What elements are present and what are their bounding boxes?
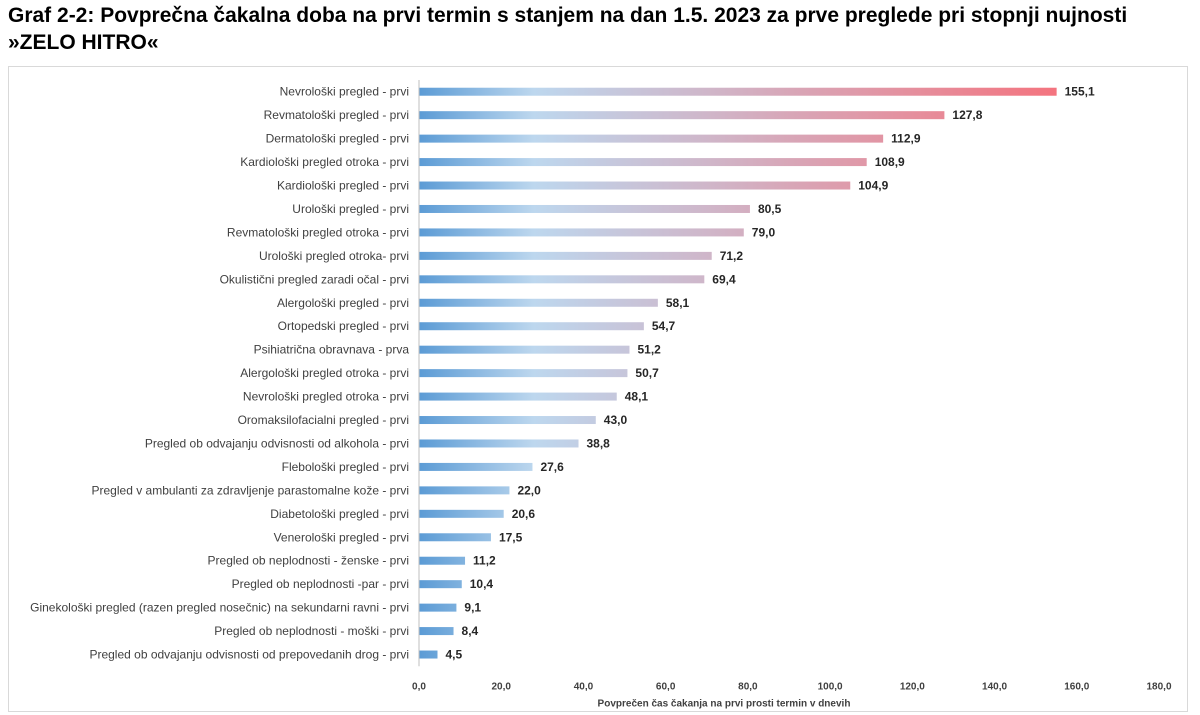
data-label: 38,8 (587, 436, 611, 450)
category-label: Ortopedski pregled - prvi (278, 319, 409, 333)
bar (419, 556, 466, 565)
category-label: Pregled ob neplodnosti -par - prvi (232, 577, 409, 591)
bar (419, 369, 628, 378)
data-label: 80,5 (758, 202, 782, 216)
bar (419, 462, 533, 471)
x-tick-label: 80,0 (738, 681, 758, 692)
data-label: 43,0 (604, 413, 628, 427)
x-tick-label: 100,0 (818, 681, 843, 692)
category-label: Alergološki pregled otroka - prvi (240, 366, 409, 380)
data-label: 11,2 (473, 554, 496, 568)
category-label: Alergološki pregled - prvi (277, 296, 409, 310)
bar-chart: Nevrološki pregled - prvi 155,1 Revmatološ… (30, 80, 1172, 709)
x-tick-label: 120,0 (900, 681, 925, 692)
bar (419, 298, 658, 307)
category-label: Pregled ob odvajanju odvisnosti od prepo… (89, 648, 409, 662)
bar (419, 134, 884, 143)
x-tick-label: 160,0 (1064, 681, 1089, 692)
chart-area: Nevrološki pregled - prvi 155,1 Revmatološ… (8, 66, 1188, 712)
category-label: Revmatološki pregled otroka - prvi (227, 225, 409, 239)
bar (419, 204, 750, 213)
data-label: 104,9 (858, 179, 888, 193)
x-axis-ticks: 0,0 20,0 40,0 60,0 80,0 100,0 120,0 140,0 160,0 1… (412, 681, 1172, 692)
bar (419, 486, 510, 495)
data-label: 8,4 (462, 624, 479, 638)
category-label: Revmatološki pregled - prvi (264, 108, 409, 122)
x-tick-label: 0,0 (412, 681, 426, 692)
category-label: Psihiatrična obravnava - prva (254, 343, 410, 357)
data-label: 79,0 (752, 225, 776, 239)
category-label: Oromaksilofacialni pregled - prvi (238, 413, 409, 427)
x-tick-label: 140,0 (982, 681, 1007, 692)
bar (419, 580, 462, 589)
bar (419, 158, 867, 167)
data-label: 50,7 (635, 366, 659, 380)
bar (419, 627, 454, 636)
category-label: Ginekološki pregled (razen pregled noseč… (30, 601, 409, 615)
category-label: Flebološki pregled - prvi (282, 460, 409, 474)
bar (419, 87, 1057, 96)
category-label: Diabetološki pregled - prvi (270, 507, 409, 521)
bar (419, 392, 617, 401)
category-label: Urološki pregled otroka- prvi (259, 249, 409, 263)
category-label: Nevrološki pregled - prvi (280, 85, 409, 99)
data-label: 20,6 (512, 507, 536, 521)
data-label: 71,2 (720, 249, 744, 263)
x-tick-label: 180,0 (1146, 681, 1171, 692)
category-label: Pregled ob neplodnosti - ženske - prvi (208, 554, 409, 568)
data-label: 54,7 (652, 319, 676, 333)
category-label: Urološki pregled - prvi (292, 202, 409, 216)
bar (419, 533, 491, 542)
data-label: 51,2 (637, 343, 661, 357)
x-tick-label: 20,0 (491, 681, 511, 692)
bar (419, 509, 504, 518)
data-label: 27,6 (540, 460, 564, 474)
data-label: 17,5 (499, 530, 523, 544)
chart-title: Graf 2-2: Povprečna čakalna doba na prvi… (8, 4, 1128, 54)
bar (419, 181, 851, 190)
x-tick-label: 40,0 (574, 681, 594, 692)
category-label: Okulistični pregled zaradi očal - prvi (220, 272, 409, 286)
data-label: 22,0 (517, 483, 541, 497)
bar (419, 251, 712, 260)
x-axis-title: Povprečen čas čakanja na prvi prosti ter… (598, 698, 851, 709)
data-label: 58,1 (666, 296, 690, 310)
x-tick-label: 60,0 (656, 681, 676, 692)
category-label: Venerološki pregled - prvi (274, 530, 409, 544)
data-label: 9,1 (464, 601, 481, 615)
data-label: 155,1 (1065, 85, 1095, 99)
category-label: Pregled ob odvajanju odvisnosti od alkoh… (145, 436, 409, 450)
data-label: 4,5 (446, 648, 463, 662)
data-label: 48,1 (625, 390, 649, 404)
category-label: Kardiološki pregled otroka - prvi (240, 155, 409, 169)
bar (419, 228, 744, 237)
bars-group: Nevrološki pregled - prvi 155,1 Revmatološ… (30, 85, 1095, 662)
bar (419, 322, 644, 331)
category-label: Pregled ob neplodnosti - moški - prvi (214, 624, 409, 638)
bar (419, 345, 630, 354)
bar (419, 603, 457, 612)
category-label: Pregled v ambulanti za zdravljenje paras… (92, 483, 410, 497)
bar (419, 275, 705, 284)
bar (419, 111, 945, 120)
data-label: 112,9 (891, 132, 921, 146)
category-label: Dermatološki pregled - prvi (266, 132, 409, 146)
data-label: 127,8 (952, 108, 982, 122)
data-label: 108,9 (875, 155, 905, 169)
category-label: Nevrološki pregled otroka - prvi (243, 390, 409, 404)
data-label: 10,4 (470, 577, 494, 591)
data-label: 69,4 (712, 272, 736, 286)
bar (419, 439, 579, 448)
bar (419, 650, 438, 659)
bar (419, 416, 596, 425)
category-label: Kardiološki pregled - prvi (277, 179, 409, 193)
